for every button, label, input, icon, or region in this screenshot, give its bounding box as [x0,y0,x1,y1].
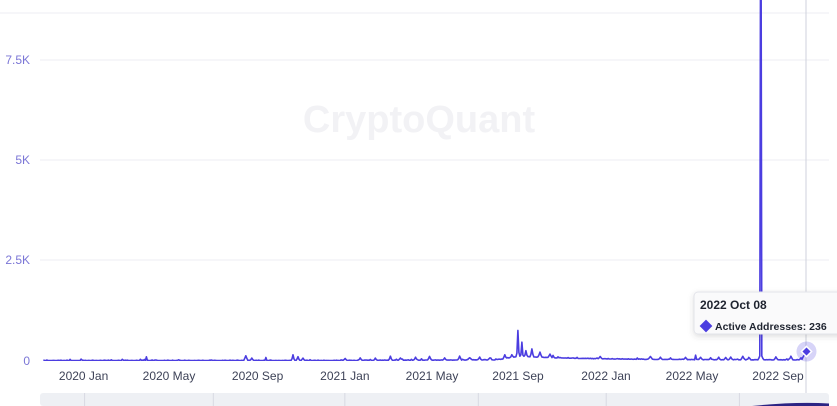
svg-text:7.5K: 7.5K [5,53,30,67]
svg-text:5K: 5K [15,153,30,167]
svg-text:2020 Sep: 2020 Sep [232,369,284,383]
svg-text:2022 Oct 08: 2022 Oct 08 [700,298,767,312]
svg-text:2020 Jan: 2020 Jan [59,369,108,383]
svg-text:2.5K: 2.5K [5,253,30,267]
svg-text:2020 May: 2020 May [143,369,196,383]
svg-text:2021 Sep: 2021 Sep [492,369,544,383]
svg-text:Active Addresses: 236: Active Addresses: 236 [715,321,827,333]
svg-text:2022 Jan: 2022 Jan [581,369,630,383]
svg-text:2022 Sep: 2022 Sep [752,369,804,383]
svg-text:2021 May: 2021 May [406,369,459,383]
svg-text:CryptoQuant: CryptoQuant [303,99,536,141]
svg-text:2021 Jan: 2021 Jan [320,369,369,383]
svg-text:0: 0 [23,354,30,368]
svg-text:2022 May: 2022 May [666,369,719,383]
